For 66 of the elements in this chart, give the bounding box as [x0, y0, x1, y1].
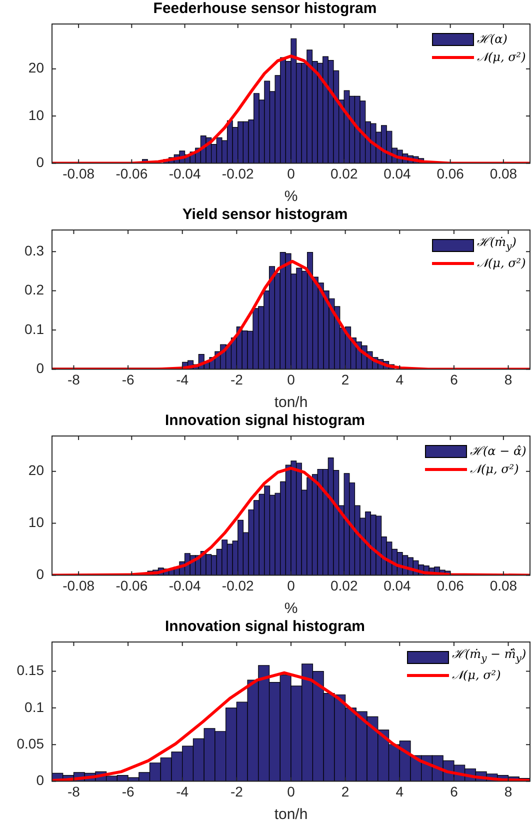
x-tick-label: -0.02: [222, 577, 254, 594]
x-tick-label: -2: [230, 783, 244, 800]
legend-label: ℋ(ṁ$_{y}$): [477, 234, 516, 255]
y-tick-label: 0.05: [16, 735, 44, 752]
y-tick-label: 0: [36, 566, 44, 582]
legend-label: ℋ(α): [477, 30, 508, 48]
legend-label: 𝒩(μ, σ²): [477, 48, 526, 66]
x-tick-label: -0.08: [62, 577, 95, 594]
x-tick-label: 4: [396, 371, 404, 388]
x-tick-label: 0.04: [384, 165, 412, 182]
legend-label: 𝒩(μ, σ²): [470, 460, 519, 478]
y-tick-label: 0: [36, 154, 44, 170]
y-tick-label: 10: [28, 514, 44, 530]
x-axis-title: ton/h: [274, 806, 308, 824]
x-tick-label: 0.02: [330, 165, 358, 182]
x-tick-label: -4: [176, 371, 189, 388]
x-tick-label: 0: [287, 165, 296, 182]
x-tick-label: 8: [504, 371, 512, 388]
x-tick-label: -8: [68, 371, 80, 388]
y-tick-label: 0.1: [24, 698, 44, 715]
x-tick-label: -6: [122, 371, 134, 388]
y-tick-label: 0: [36, 360, 44, 376]
x-tick-label: 2: [341, 371, 350, 388]
x-tick-label: 0: [287, 577, 296, 594]
legend-label: 𝒩(μ, σ²): [477, 254, 526, 272]
chart-title: Feederhouse sensor histogram: [153, 0, 377, 18]
x-tick-label: 2: [341, 783, 350, 800]
y-tick-label: 0.2: [24, 282, 44, 298]
x-axis-title: %: [284, 600, 298, 618]
x-tick-label: -6: [122, 783, 134, 800]
legend-label: ℋ(ṁ$_{y}$ − ṁ̂$_{y}$): [452, 646, 526, 667]
x-tick-label: -2: [230, 371, 244, 388]
x-tick-label: 0.06: [436, 577, 464, 594]
x-axis-title: ton/h: [274, 394, 308, 412]
chart-title: Innovation signal histogram: [164, 412, 366, 430]
x-tick-label: -0.04: [168, 577, 201, 594]
chart-title: Innovation signal histogram: [164, 618, 366, 636]
x-tick-label: 6: [450, 371, 458, 388]
y-tick-label: 20: [28, 462, 44, 478]
y-tick-label: 0.15: [16, 662, 44, 678]
x-tick-label: 0.08: [490, 165, 518, 182]
x-tick-label: -4: [176, 783, 189, 800]
x-tick-label: -0.04: [168, 165, 201, 182]
x-tick-label: 0: [287, 371, 296, 388]
y-tick-label: 10: [28, 106, 44, 123]
x-tick-label: -0.06: [116, 165, 148, 182]
legend-label: ℋ(α − α̂): [470, 442, 526, 460]
x-axis-title: %: [284, 188, 298, 206]
x-tick-label: 0: [287, 783, 296, 800]
x-tick-label: -0.02: [222, 165, 254, 182]
x-tick-label: 4: [396, 783, 404, 800]
x-tick-label: 0.02: [330, 577, 358, 594]
x-tick-label: -0.08: [62, 165, 95, 182]
y-tick-label: 0.1: [24, 320, 44, 337]
x-tick-label: -8: [68, 783, 80, 800]
x-tick-label: 0.08: [490, 577, 518, 594]
x-tick-label: 8: [504, 783, 512, 800]
y-tick-label: 0.3: [24, 242, 44, 258]
x-tick-label: 0.04: [384, 577, 412, 594]
x-tick-label: 0.06: [436, 165, 464, 182]
x-tick-label: 6: [450, 783, 458, 800]
y-tick-label: 20: [28, 60, 44, 76]
chart-title: Yield sensor histogram: [182, 206, 348, 224]
x-tick-label: -0.06: [116, 577, 148, 594]
legend-label: 𝒩(μ, σ²): [452, 666, 501, 684]
y-tick-label: 0: [36, 772, 44, 788]
